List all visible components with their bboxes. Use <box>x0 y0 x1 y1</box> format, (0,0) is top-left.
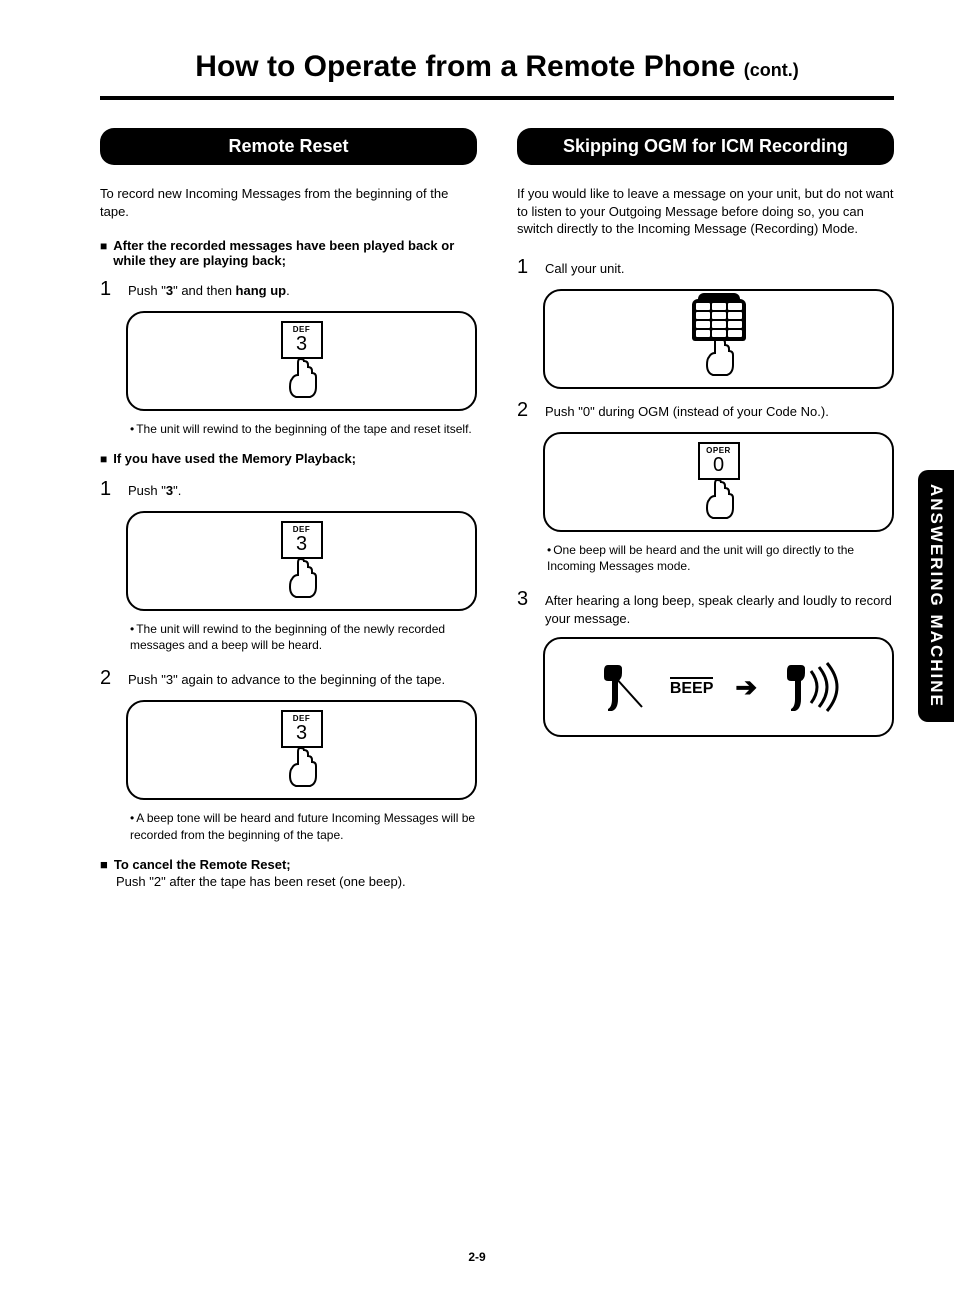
key-press-icon: DEF 3 <box>281 521 323 601</box>
right-step-2: 2 Push "0" during OGM (instead of your C… <box>517 399 894 422</box>
step-text: Push "3" again to advance to the beginni… <box>128 667 477 690</box>
right-note1: One beep will be heard and the unit will… <box>547 542 894 574</box>
left-step-2a: 1 Push "3". <box>100 478 477 501</box>
left-sub2-text: If you have used the Memory Playback; <box>113 451 356 468</box>
key-digit: 3 <box>283 534 321 554</box>
hand-icon <box>282 746 322 790</box>
cancel-heading: ■ To cancel the Remote Reset; <box>100 857 477 872</box>
section-tab: ANSWERING MACHINE <box>918 470 954 722</box>
keypad-icon <box>692 299 746 341</box>
step-text: After hearing a long beep, speak clearly… <box>545 588 894 627</box>
key-press-icon: OPER 0 <box>698 442 740 522</box>
beep-sequence: BEEP ➔ <box>598 659 839 715</box>
page-title: How to Operate from a Remote Phone (cont… <box>100 50 894 84</box>
handset-speak-icon <box>779 659 839 715</box>
figure-key-3b: DEF 3 <box>126 511 477 611</box>
right-intro: If you would like to leave a message on … <box>517 185 894 238</box>
left-step-1: 1 Push "3" and then hang up. <box>100 278 477 301</box>
phone-key: DEF 3 <box>281 321 323 359</box>
phone-key: OPER 0 <box>698 442 740 480</box>
cancel-body: Push "2" after the tape has been reset (… <box>116 874 477 889</box>
manual-page: How to Operate from a Remote Phone (cont… <box>0 0 954 1292</box>
step-text: Call your unit. <box>545 256 894 279</box>
left-intro: To record new Incoming Messages from the… <box>100 185 477 220</box>
key-digit: 3 <box>283 723 321 743</box>
left-note2: The unit will rewind to the beginning of… <box>130 621 477 653</box>
left-note1: The unit will rewind to the beginning of… <box>130 421 477 437</box>
handset-down-icon <box>598 659 648 715</box>
key-digit: 3 <box>283 334 321 354</box>
keypad-press-icon <box>692 299 746 379</box>
key-press-icon: DEF 3 <box>281 321 323 401</box>
step-text: Push "0" during OGM (instead of your Cod… <box>545 399 894 422</box>
step-number: 1 <box>100 478 116 501</box>
page-title-wrap: How to Operate from a Remote Phone (cont… <box>100 50 894 84</box>
arrow-right-icon: ➔ <box>735 672 757 703</box>
hand-icon <box>282 357 322 401</box>
step-text: Push "3". <box>128 478 477 501</box>
hand-icon <box>282 557 322 601</box>
step-number: 3 <box>517 588 533 627</box>
step-text: Push "3" and then hang up. <box>128 278 477 301</box>
left-sub1-text: After the recorded messages have been pl… <box>113 238 477 268</box>
bullet-square-icon: ■ <box>100 451 107 468</box>
figure-key-3c: DEF 3 <box>126 700 477 800</box>
remote-reset-header: Remote Reset <box>100 128 477 165</box>
right-column: Skipping OGM for ICM Recording If you wo… <box>517 128 894 889</box>
hand-icon <box>699 478 739 522</box>
left-note3: A beep tone will be heard and future Inc… <box>130 810 477 842</box>
title-cont: (cont.) <box>744 60 799 80</box>
page-number: 2-9 <box>0 1250 954 1264</box>
right-step-3: 3 After hearing a long beep, speak clear… <box>517 588 894 627</box>
left-sub1: ■ After the recorded messages have been … <box>100 238 477 268</box>
right-step-1: 1 Call your unit. <box>517 256 894 279</box>
figure-key-0: OPER 0 <box>543 432 894 532</box>
step-number: 2 <box>100 667 116 690</box>
bullet-square-icon: ■ <box>100 238 107 268</box>
figure-key-3a: DEF 3 <box>126 311 477 411</box>
title-rule <box>100 96 894 100</box>
cancel-block: ■ To cancel the Remote Reset; Push "2" a… <box>100 857 477 889</box>
title-main: How to Operate from a Remote Phone <box>195 50 743 83</box>
key-press-icon: DEF 3 <box>281 710 323 790</box>
key-digit: 0 <box>700 455 738 475</box>
cancel-heading-text: To cancel the Remote Reset; <box>114 857 291 872</box>
left-sub2: ■ If you have used the Memory Playback; <box>100 451 477 468</box>
step-number: 1 <box>517 256 533 279</box>
phone-key: DEF 3 <box>281 521 323 559</box>
phone-key: DEF 3 <box>281 710 323 748</box>
step-number: 1 <box>100 278 116 301</box>
skipping-ogm-header: Skipping OGM for ICM Recording <box>517 128 894 165</box>
figure-keypad <box>543 289 894 389</box>
left-step-2b: 2 Push "3" again to advance to the begin… <box>100 667 477 690</box>
figure-beep: BEEP ➔ <box>543 637 894 737</box>
left-column: Remote Reset To record new Incoming Mess… <box>100 128 477 889</box>
hand-icon <box>699 335 739 379</box>
beep-label: BEEP <box>670 677 714 698</box>
bullet-square-icon: ■ <box>100 857 108 872</box>
step-number: 2 <box>517 399 533 422</box>
columns: Remote Reset To record new Incoming Mess… <box>100 128 894 889</box>
